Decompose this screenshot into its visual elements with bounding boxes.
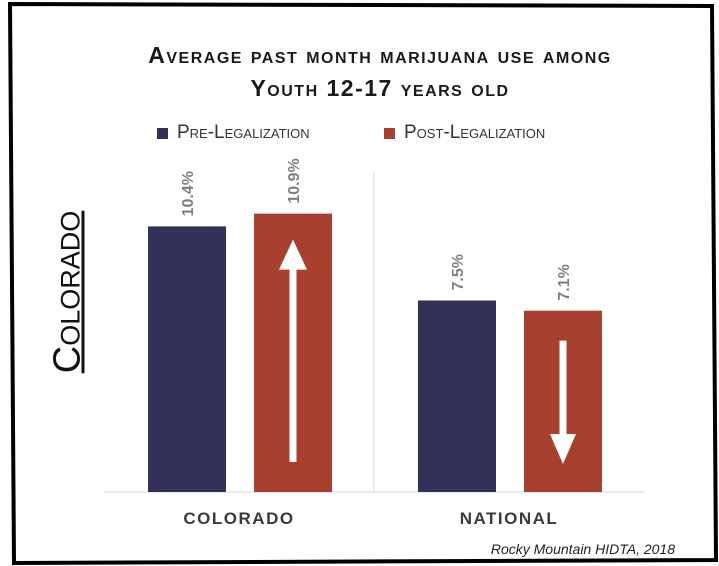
source-credit: Rocky Mountain HIDTA, 2018 <box>490 541 675 557</box>
data-label-post-legalization-colorado: 10.9% <box>286 158 303 203</box>
legend-item-pre: Pre-Legalization <box>157 122 310 143</box>
data-label-pre-legalization-national: 7.5% <box>450 254 467 290</box>
chart-title-line2: Youth 12-17 years old <box>250 75 510 101</box>
bar-pre-legalization-colorado <box>148 226 226 492</box>
legend-label-pre: Pre-Legalization <box>177 122 310 143</box>
down-arrow-icon-head <box>550 434 576 464</box>
category-label-colorado: COLORADO <box>183 509 294 528</box>
up-arrow-icon-head <box>279 239 307 270</box>
legend-swatch-post <box>384 127 395 139</box>
bar-pre-legalization-national <box>418 300 496 492</box>
category-label-national: NATIONAL <box>460 509 559 528</box>
legend-item-post: Post-Legalization <box>384 122 546 143</box>
data-label-post-legalization-national: 7.1% <box>556 264 573 300</box>
data-label-pre-legalization-colorado: 10.4% <box>180 171 197 216</box>
legend-swatch-pre <box>157 127 168 139</box>
chart-title-line1: Average past month marijuana use among <box>148 42 612 68</box>
legend-label-post: Post-Legalization <box>404 122 546 143</box>
state-border <box>7 1 719 566</box>
